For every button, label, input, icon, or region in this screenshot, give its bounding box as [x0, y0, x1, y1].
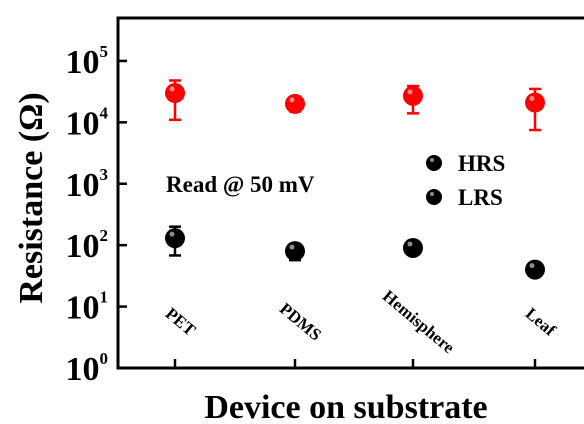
legend-marker-lrs	[426, 189, 442, 205]
x-axis-ticks	[173, 359, 537, 368]
hrs-point-pet	[165, 83, 185, 104]
y-tick-label: 102	[66, 226, 109, 265]
lrs-point-pet	[165, 228, 185, 249]
y-tick-label: 100	[66, 349, 109, 388]
category-label-pdms: PDMS	[276, 299, 325, 345]
legend-label-lrs: LRS	[458, 185, 503, 210]
y-axis-title: Resistance (Ω)	[13, 92, 50, 303]
lrs-point-hemisphere	[403, 237, 423, 258]
lrs-point-pdms	[285, 241, 305, 262]
x-axis-title: Device on substrate	[204, 389, 487, 424]
legend-marker-highlight	[430, 158, 434, 162]
y-tick-label: 105	[66, 42, 109, 81]
hrs-point-pdms	[285, 93, 305, 114]
category-label-pet: PET	[162, 304, 200, 340]
legend-marker-hrs	[426, 155, 442, 171]
y-axis-ticks: 100 101 102 103 104 105	[66, 42, 127, 388]
lrs-point-leaf	[525, 259, 545, 280]
lrs-point-highlight	[289, 244, 295, 250]
hrs-point-highlight	[407, 89, 413, 95]
legend: HRS LRS	[426, 151, 505, 210]
hrs-point-highlight	[289, 97, 295, 103]
hrs-point-highlight	[169, 86, 175, 92]
y-tick-label: 103	[66, 165, 109, 204]
data-points	[165, 83, 545, 280]
hrs-point-highlight	[529, 96, 535, 102]
hrs-point-hemisphere	[403, 85, 423, 106]
annotation-text: Read @ 50 mV	[166, 172, 315, 198]
y-tick-label: 104	[66, 103, 109, 142]
plot-frame	[116, 16, 584, 370]
lrs-point-highlight	[529, 263, 535, 269]
category-labels: PET PDMS Hemisphere Leaf	[162, 286, 560, 357]
category-label-hemisphere: Hemisphere	[379, 286, 459, 357]
lrs-point-highlight	[169, 231, 175, 237]
y-tick-label: 101	[66, 288, 109, 327]
legend-label-hrs: HRS	[458, 151, 505, 176]
category-label-leaf: Leaf	[522, 304, 560, 340]
lrs-point-highlight	[407, 241, 413, 247]
hrs-point-leaf	[525, 92, 545, 113]
legend-marker-highlight	[430, 192, 434, 196]
